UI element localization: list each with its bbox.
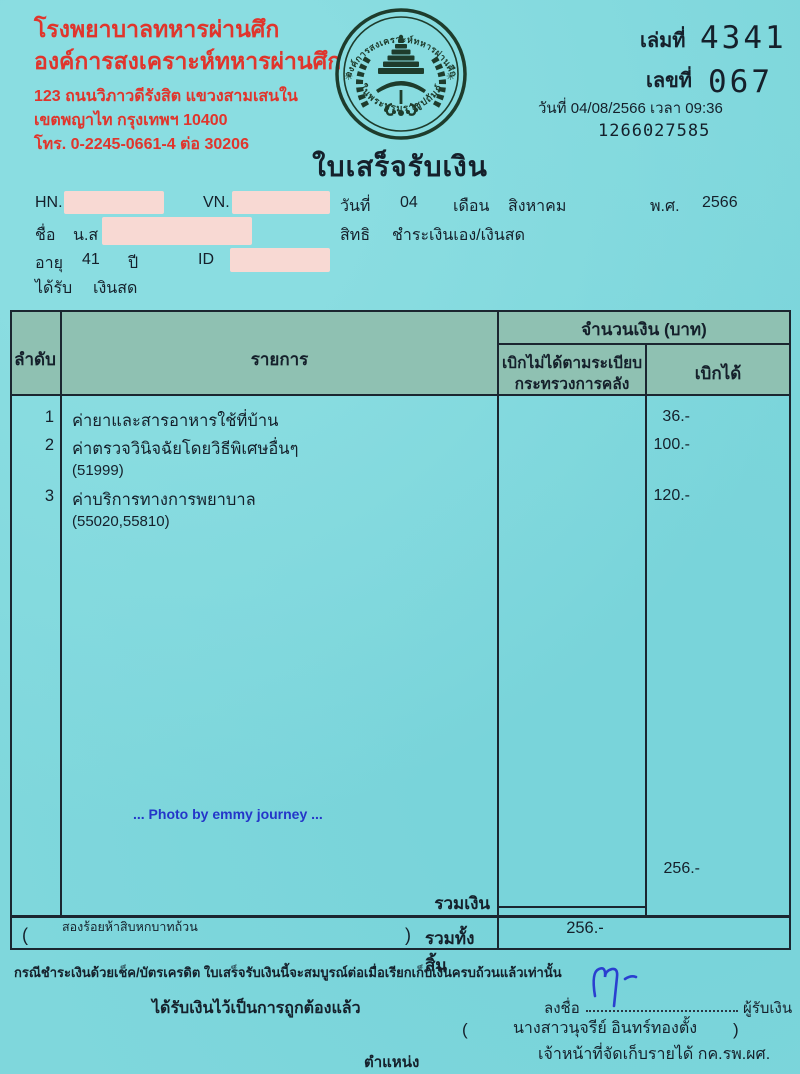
seal-chatra-emblem	[376, 34, 426, 116]
name-paren-close: )	[733, 1020, 739, 1039]
received-value: เงินสด	[93, 280, 138, 297]
reference-number: 1266027585	[598, 121, 711, 141]
grid-line-under-amount-group	[497, 343, 791, 345]
book-no-value: 4341	[700, 20, 787, 56]
age-label: อายุ	[35, 255, 63, 272]
payee-label: ผู้รับเงิน	[743, 1000, 793, 1017]
signature-line	[586, 1010, 738, 1012]
subtotal-label: รวมเงิน	[434, 894, 490, 913]
row-item: ค่ายาและสารอาหารใช้ที่บ้าน	[72, 412, 279, 430]
total-label: รวมทั้งสิ้น	[425, 929, 475, 975]
visit-month-value: สิงหาคม	[508, 198, 567, 215]
id-value-redacted	[230, 248, 330, 272]
organization-seal-icon: องค์การสงเคราะห์ทหารผ่านศึก ในพระบรมราชู…	[335, 8, 467, 140]
right-type-label: สิทธิ	[340, 227, 371, 244]
grid-line-claim	[645, 343, 647, 918]
row-claim-amount: 36.-	[662, 408, 690, 425]
age-value: 41	[82, 251, 100, 268]
grid-line-seq	[60, 310, 62, 915]
name-prefix: น.ส	[73, 227, 99, 244]
sign-label: ลงชื่อ	[544, 1000, 580, 1017]
row-item-code: (55020,55810)	[72, 513, 170, 530]
subtotal-claim-value: 256.-	[663, 860, 700, 877]
col-header-amount-group: จำนวนเงิน (บาท)	[581, 320, 707, 339]
row-item-code: (51999)	[72, 462, 124, 479]
visit-date-label: วันที่	[340, 198, 371, 215]
words-paren-close: )	[405, 925, 411, 945]
receipt-no-value: 067	[708, 64, 773, 100]
grid-line-summary-top	[10, 915, 791, 918]
receipt-no-label: เลขที่	[646, 70, 692, 92]
grid-line-nonclaim	[497, 310, 499, 948]
id-label: ID	[198, 251, 214, 268]
right-type-value: ชำระเงินเอง/เงินสด	[392, 227, 525, 244]
hn-value-redacted	[64, 191, 164, 214]
words-paren-open: (	[22, 925, 28, 945]
table-header-background	[10, 310, 791, 396]
visit-year-value: 2566	[702, 194, 738, 211]
hospital-address-line1: 123 ถนนวิภาวดีรังสิต แขวงสามเสนใน	[34, 88, 298, 105]
position-label: ตำแหน่ง	[364, 1054, 420, 1071]
receipt-datetime: วันที่ 04/08/2566 เวลา 09:36	[538, 100, 723, 117]
vn-label: VN.	[203, 194, 230, 211]
photo-watermark: ... Photo by emmy journey ...	[133, 806, 323, 822]
hn-label: HN.	[35, 194, 63, 211]
cheque-condition-note: กรณีชำระเงินด้วยเช็ค/บัตรเครดิต ใบเสร็จร…	[14, 965, 562, 980]
hospital-phone: โทร. 0-2245-0661-4 ต่อ 30206	[34, 136, 249, 153]
signer-name: นางสาวนุจรีย์ อินทร์ทองตั้ง	[512, 1020, 698, 1037]
amount-in-words: สองร้อยห้าสิบหกบาทถ้วน	[62, 920, 198, 934]
name-paren-open: (	[462, 1020, 468, 1039]
seal-right-star: ✳	[446, 71, 455, 83]
seal-left-star: ✳	[344, 71, 353, 83]
name-label: ชื่อ	[35, 227, 56, 244]
hospital-name-line2: องค์การสงเคราะห์ทหารผ่านศึก	[34, 48, 342, 74]
row-claim-amount: 100.-	[653, 436, 690, 453]
row-seq: 2	[44, 436, 54, 454]
handwritten-signature	[592, 967, 638, 1008]
name-value-redacted	[102, 217, 252, 245]
row-seq: 3	[44, 487, 54, 505]
visit-month-label: เดือน	[453, 198, 490, 215]
col-header-nonclaim-line2: กระทรวงการคลัง	[514, 376, 630, 393]
row-seq: 1	[44, 408, 54, 426]
vn-value-redacted	[232, 191, 330, 214]
total-value: 256.-	[566, 919, 604, 937]
book-no-label: เล่มที่	[640, 30, 686, 52]
col-header-item: รายการ	[250, 350, 309, 369]
visit-era-label: พ.ศ.	[650, 198, 680, 215]
received-label: ได้รับ	[35, 280, 73, 297]
row-claim-amount: 120.-	[653, 487, 690, 504]
document-title: ใบเสร็จรับเงิน	[312, 151, 488, 182]
col-header-seq: ลำดับ	[14, 350, 56, 369]
hospital-name-line1: โรงพยาบาลทหารผ่านศึก	[34, 16, 280, 42]
hospital-address-line2: เขตพญาไท กรุงเทพฯ 10400	[34, 112, 228, 129]
seal-wreath	[356, 56, 446, 108]
grid-line-subtotal-cell	[497, 906, 645, 908]
items-table	[10, 310, 791, 950]
signer-title: เจ้าหน้าที่จัดเก็บรายได้ กค.รพ.ผศ.	[538, 1046, 771, 1063]
row-item: ค่าตรวจวินิจฉัยโดยวิธีพิเศษอื่นๆ	[72, 440, 299, 458]
col-header-nonclaim-line1: เบิกไม่ได้ตามระเบียบ	[501, 355, 643, 372]
payment-received-statement: ได้รับเงินไว้เป็นการถูกต้องแล้ว	[152, 1000, 361, 1017]
visit-date-day: 04	[400, 194, 418, 211]
col-header-claim: เบิกได้	[694, 364, 742, 383]
row-item: ค่าบริการทางการพยาบาล	[72, 491, 256, 509]
age-unit: ปี	[128, 255, 139, 272]
